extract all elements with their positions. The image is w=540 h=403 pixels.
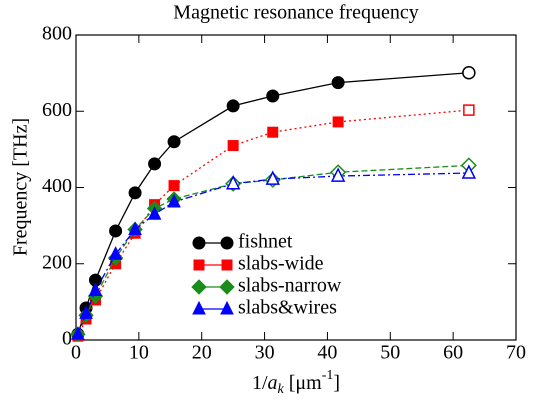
x-tick-label: 50: [380, 342, 400, 364]
legend-label: slabs&wires: [238, 297, 337, 319]
legend-marker: [191, 279, 207, 295]
x-tick-label: 30: [255, 342, 275, 364]
x-tick-label: 40: [317, 342, 337, 364]
marker: [108, 246, 123, 260]
legend-marker: [220, 300, 234, 315]
marker: [331, 76, 345, 90]
y-tick-label: 400: [42, 175, 72, 197]
chart-title: Magnetic resonance frequency: [173, 2, 418, 24]
marker: [168, 180, 180, 192]
legend-marker: [221, 259, 233, 271]
legend-marker: [220, 236, 234, 250]
y-axis-label: Frequency [THz]: [10, 118, 32, 256]
marker: [266, 89, 280, 103]
x-tick-label: 60: [443, 342, 463, 364]
marker: [463, 104, 475, 116]
marker: [330, 167, 346, 182]
legend-label: slabs-narrow: [238, 275, 342, 297]
marker: [128, 221, 142, 235]
y-tick-label: 200: [42, 251, 72, 273]
y-tick-label: 800: [42, 23, 72, 45]
marker: [227, 140, 239, 152]
marker: [79, 305, 93, 319]
marker: [267, 126, 279, 138]
x-label-part: ]: [333, 372, 340, 394]
x-tick-label: 10: [129, 342, 149, 364]
marker: [109, 224, 123, 238]
marker: [71, 326, 85, 340]
x-tick-label: 70: [506, 342, 526, 364]
x-label-part: [μm: [284, 372, 322, 394]
series-line: [77, 172, 469, 335]
x-axis-label: 1/ak [μm-1]: [252, 368, 340, 397]
marker: [167, 193, 181, 208]
marker: [461, 164, 477, 179]
marker: [462, 65, 476, 80]
legend-marker: [192, 300, 206, 315]
legend-marker: [193, 259, 205, 271]
y-tick-label: 0: [62, 328, 72, 350]
legend-label: fishnet: [238, 231, 293, 253]
x-label-part: -1: [322, 368, 334, 383]
legend-label: slabs-wide: [238, 253, 324, 275]
marker: [332, 116, 344, 128]
marker: [148, 157, 162, 171]
marker: [128, 186, 142, 200]
marker: [88, 282, 103, 296]
x-label-part: 1/: [252, 372, 268, 394]
x-label-part: a: [268, 372, 278, 394]
marker: [167, 135, 181, 149]
x-tick-label: 0: [71, 342, 81, 364]
marker: [147, 206, 162, 220]
y-tick-label: 600: [42, 99, 72, 121]
legend-marker: [219, 279, 235, 295]
marker: [226, 99, 240, 113]
x-label-part: k: [278, 382, 285, 397]
marker: [265, 170, 280, 185]
marker: [225, 175, 241, 190]
legend-marker: [192, 236, 206, 250]
x-tick-label: 20: [192, 342, 212, 364]
